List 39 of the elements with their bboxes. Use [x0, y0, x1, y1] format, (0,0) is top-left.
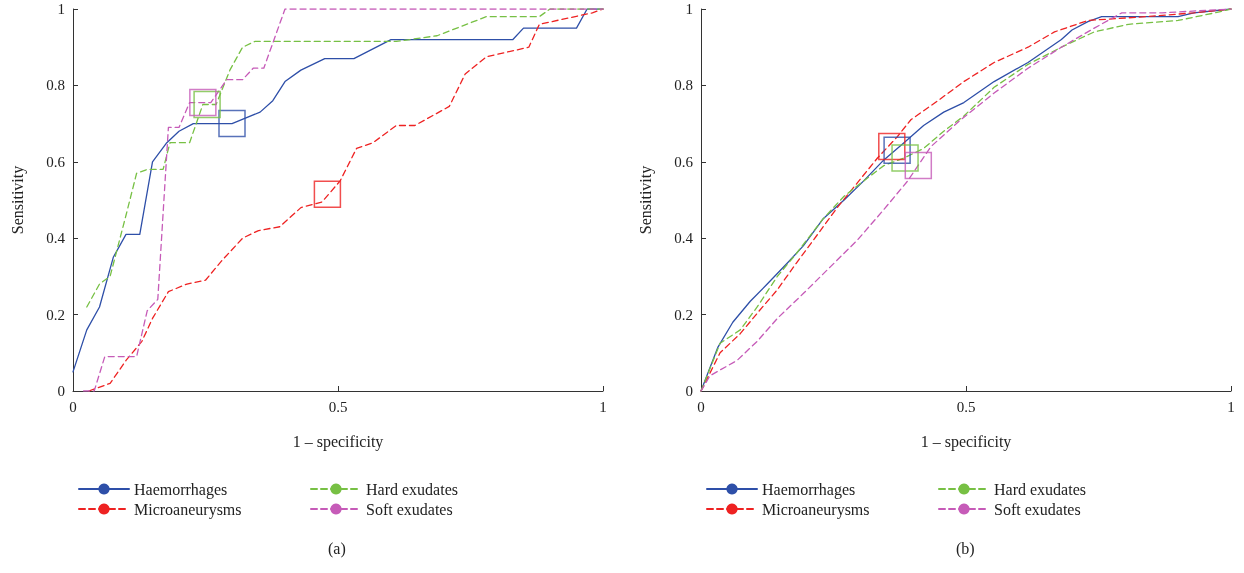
legend-label: Soft exudates: [994, 500, 1081, 518]
point: [904, 151, 933, 180]
y-tick-label: 1: [685, 1, 693, 17]
legend-label: Hard exudates: [994, 480, 1086, 498]
point: [891, 144, 919, 172]
legend-label: Microaneurysms: [762, 500, 870, 519]
point: [218, 109, 246, 138]
x-axis-title: 1 – specificity: [920, 432, 1012, 451]
x-tick-label: 0.5: [328, 398, 348, 415]
y-tick-label: 0.6: [46, 153, 66, 170]
x-tick-label: 0: [69, 398, 77, 415]
y-axis-title: Sensitivity: [8, 165, 27, 235]
legend-label: Soft exudates: [366, 500, 453, 518]
y-tick-label: 0.2: [46, 306, 65, 323]
y-tick-label: 0: [57, 383, 65, 399]
x-tick-label: 0: [697, 398, 705, 415]
y-tick-label: 0.4: [674, 230, 694, 247]
legend-label: Haemorrhages: [762, 480, 856, 499]
x-tick-label: 1: [1227, 398, 1235, 415]
y-tick-label: 0.6: [674, 153, 694, 170]
text: (a): [328, 539, 346, 558]
point: [878, 132, 906, 161]
point: [313, 180, 342, 209]
x-tick-label: 0.5: [956, 398, 976, 415]
y-tick-label: 1: [57, 1, 65, 17]
x-axis-title: 1 – specificity: [292, 432, 384, 451]
y-axis-title: Sensitivity: [636, 165, 655, 235]
y-tick-label: 0.8: [674, 77, 693, 94]
legend-label: Microaneurysms: [134, 500, 242, 519]
text: (b): [956, 539, 975, 558]
y-tick-label: 0.8: [46, 77, 65, 94]
y-tick-label: 0.4: [46, 230, 66, 247]
x-tick-label: 1: [599, 398, 607, 415]
legend-label: Hard exudates: [366, 480, 458, 498]
legend-label: Haemorrhages: [134, 480, 228, 499]
point: [883, 136, 911, 165]
line-series: [700, 8, 1232, 392]
y-tick-label: 0.2: [674, 306, 693, 323]
y-tick-label: 0: [685, 383, 693, 399]
